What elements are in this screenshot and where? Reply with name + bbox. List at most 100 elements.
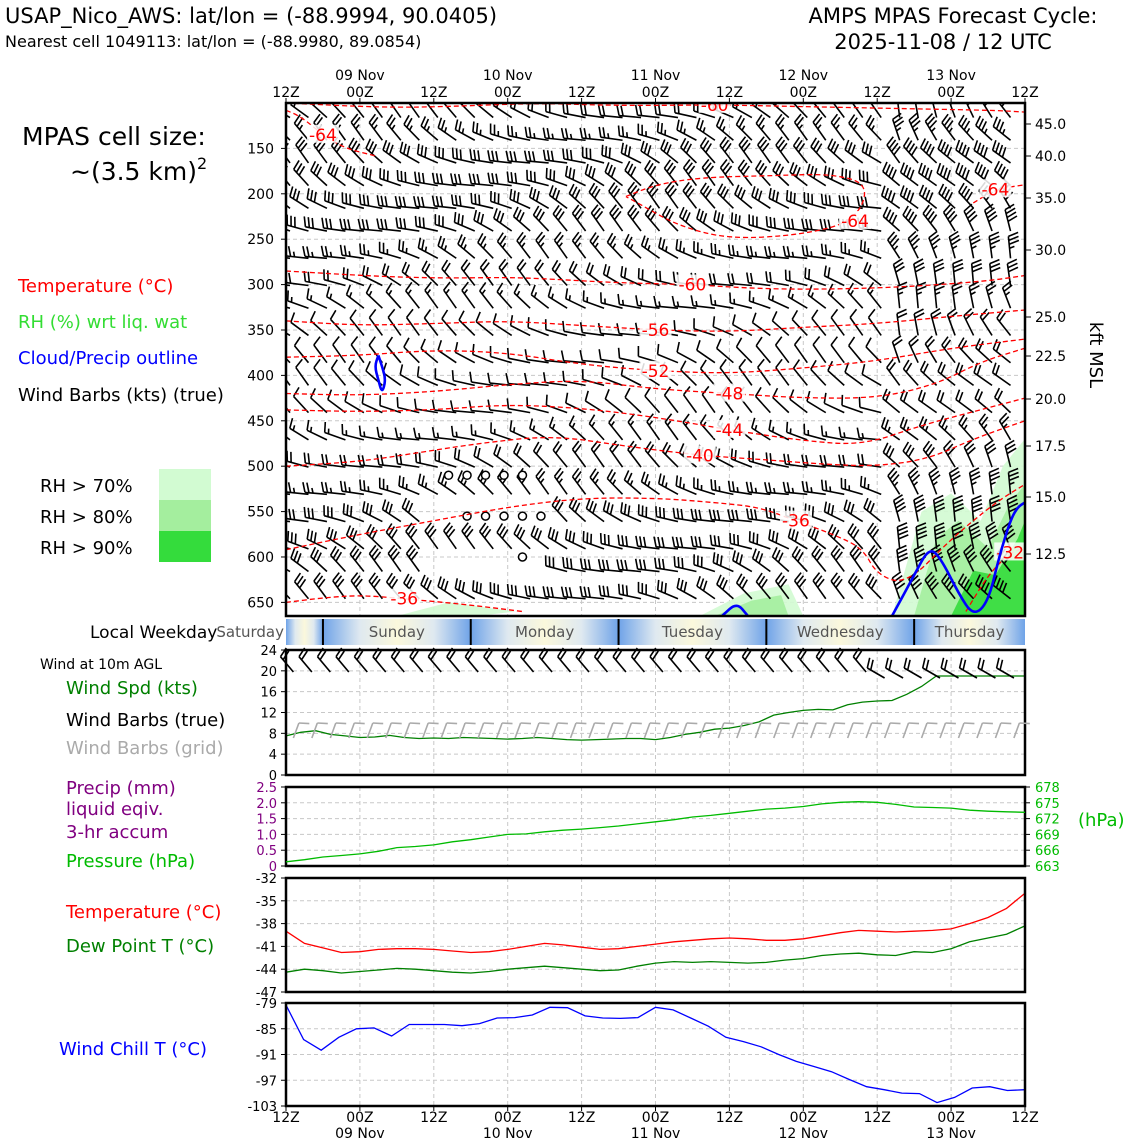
wind-barb-flag bbox=[745, 481, 750, 493]
wind-barb-flag bbox=[749, 245, 754, 257]
wind-barb-flag bbox=[909, 234, 919, 243]
wind-barb-flag bbox=[607, 164, 613, 175]
wind-barb-flag bbox=[817, 578, 825, 588]
wind-barb-flag bbox=[946, 120, 954, 130]
wind-barb-flag bbox=[568, 497, 575, 508]
wind-barb-flag bbox=[657, 473, 662, 484]
wind-barb-flag bbox=[973, 140, 979, 151]
wind-barb-flag bbox=[941, 572, 949, 582]
wind-barb-flag bbox=[472, 580, 475, 591]
wind-barb-staff bbox=[848, 345, 864, 364]
wind-barb-flag bbox=[572, 169, 576, 180]
wind-barb-staff bbox=[492, 322, 513, 337]
wind-barb-flag bbox=[633, 650, 641, 661]
wind-barb-flag bbox=[934, 285, 945, 292]
wind-barb-flag bbox=[991, 362, 997, 373]
wind-barb-flag bbox=[868, 117, 875, 128]
wind-barb-flag bbox=[373, 578, 381, 589]
wind-barb-flag bbox=[536, 530, 543, 541]
wind-barb-staff bbox=[434, 409, 457, 414]
wind-barb-staff bbox=[674, 329, 697, 337]
wind-barb-half-flag bbox=[896, 127, 902, 132]
wind-barb-flag bbox=[402, 143, 407, 155]
panel-frame bbox=[284, 785, 1027, 868]
wind-barb-flag bbox=[366, 195, 370, 206]
wind-barb-flag bbox=[402, 196, 407, 208]
wind-barb-flag bbox=[946, 146, 953, 157]
wind-barb-flag bbox=[571, 499, 578, 510]
wind-barb-half-flag bbox=[311, 251, 314, 258]
wind-barb-flag bbox=[627, 440, 635, 451]
wind-barb-flag bbox=[696, 208, 701, 219]
wind-barb-flag bbox=[647, 208, 655, 218]
wind-barb-staff bbox=[489, 409, 512, 414]
wind-barb-flag bbox=[597, 322, 602, 334]
wind-barb-flag bbox=[421, 260, 428, 271]
wind-barb-flag bbox=[368, 544, 377, 555]
wind-barb-staff bbox=[760, 656, 775, 673]
bottom-date-label: 12 Nov bbox=[779, 1126, 829, 1140]
wind-barb-flag bbox=[546, 586, 550, 598]
wind-barb-flag bbox=[602, 127, 606, 138]
wind-barb-flag bbox=[946, 543, 957, 552]
legend-temperature: Temperature (°C) bbox=[17, 276, 173, 297]
wind-barb-flag bbox=[818, 650, 826, 661]
panel-ytick-label: 4 bbox=[269, 748, 277, 763]
wind-barb-flag bbox=[347, 166, 352, 177]
wind-barb-flag bbox=[774, 336, 783, 346]
wind-barb-flag bbox=[769, 216, 772, 228]
wind-barb-flag bbox=[668, 722, 679, 725]
legend-rh70: RH > 70% bbox=[40, 476, 133, 497]
wind-barb-flag bbox=[794, 548, 801, 559]
weekday-name: Tuesday bbox=[661, 623, 723, 641]
wind-barb-flag bbox=[454, 119, 459, 130]
wind-barb-flag bbox=[865, 114, 872, 125]
wind-barb-flag bbox=[735, 115, 743, 125]
wind-barb-flag bbox=[982, 722, 993, 725]
wind-barb-flag bbox=[599, 533, 602, 544]
wind-barb-flag bbox=[368, 336, 376, 346]
wind-barb-flag bbox=[765, 507, 768, 518]
wind-barb-flag bbox=[350, 506, 353, 517]
wind-barb-half-flag bbox=[516, 290, 521, 297]
wind-barb-flag bbox=[678, 206, 685, 218]
wind-barb-flag bbox=[946, 169, 951, 181]
wind-barb-flag bbox=[606, 586, 610, 597]
temperature-contour-label: -64 bbox=[982, 180, 1010, 200]
wind-barb-flag bbox=[955, 162, 961, 173]
wind-barb-half-flag bbox=[329, 293, 333, 300]
wind-barb-flag bbox=[635, 295, 639, 306]
wind-barb-half-flag bbox=[924, 425, 929, 432]
wind-barb-staff bbox=[704, 656, 719, 673]
wind-barb-flag bbox=[443, 281, 451, 291]
wind-barb-flag bbox=[343, 245, 347, 256]
wind-barb-flag bbox=[424, 146, 427, 158]
wind-barb-flag bbox=[1008, 467, 1019, 474]
wind-barb-flag bbox=[897, 552, 908, 559]
wind-barb-flag bbox=[714, 480, 717, 491]
wind-barb-flag bbox=[705, 722, 716, 725]
wind-barb-flag bbox=[955, 389, 961, 400]
wind-barb-flag bbox=[604, 162, 610, 173]
wind-barb-flag bbox=[458, 579, 462, 591]
wind-barb-half-flag bbox=[539, 242, 545, 248]
wind-barb-flag bbox=[680, 508, 684, 520]
wind-barb-flag bbox=[972, 507, 983, 513]
wind-barb-flag bbox=[977, 391, 984, 402]
wind-barb-flag bbox=[731, 245, 735, 256]
wind-barb-flag bbox=[734, 450, 737, 461]
wind-barb-flag bbox=[368, 113, 377, 124]
temperature-contour-label: -36 bbox=[782, 512, 810, 532]
wind-barb-flag bbox=[986, 525, 997, 533]
wind-barb-flag bbox=[553, 231, 562, 241]
xs-xtick-label-top: 12Z bbox=[716, 85, 743, 101]
wind-barb-flag bbox=[335, 647, 343, 658]
wind-barb-flag bbox=[387, 544, 396, 554]
xs-ytick-label: 150 bbox=[247, 141, 274, 157]
panel-ytick-label: -38 bbox=[256, 918, 277, 933]
wind-barb-half-flag bbox=[576, 478, 582, 484]
wind-barb-flag bbox=[276, 160, 282, 169]
wind-barb-flag bbox=[924, 189, 931, 200]
cell-size-sup: 2 bbox=[197, 154, 207, 173]
wind-barb-flag bbox=[950, 238, 961, 246]
